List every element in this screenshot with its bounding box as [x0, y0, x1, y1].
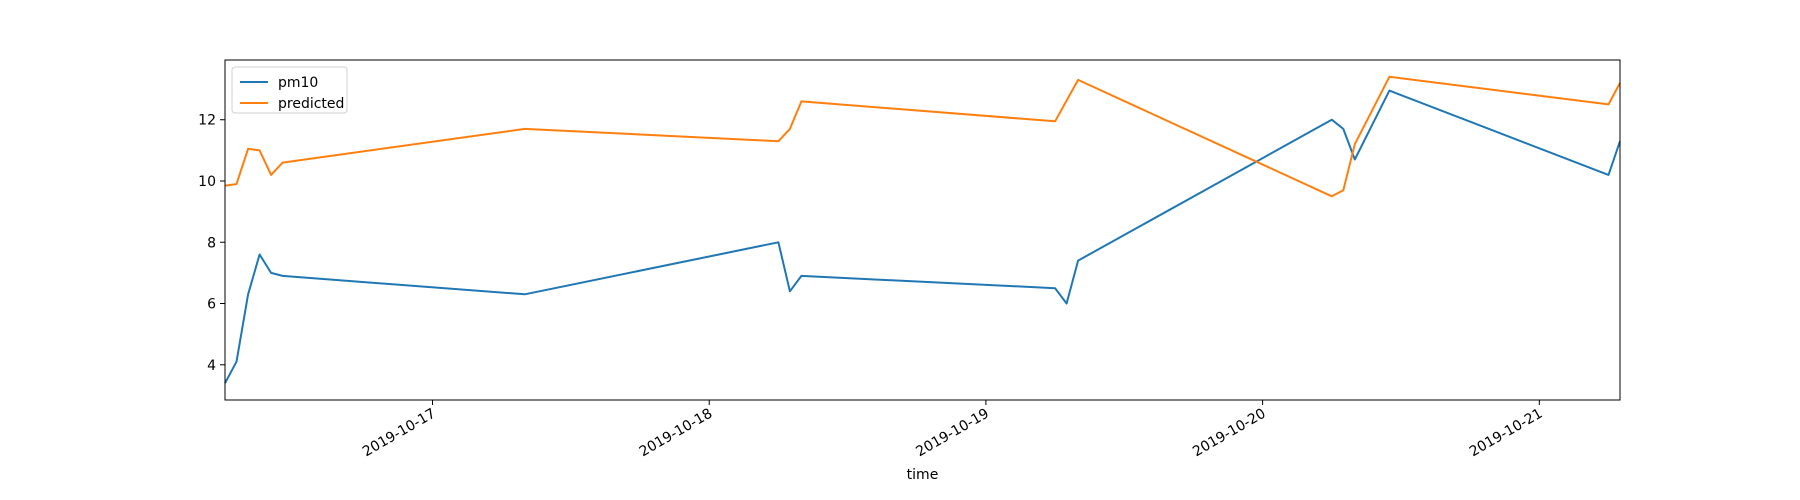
legend: pm10 predicted [231, 66, 348, 114]
plot-area-frame [224, 59, 1621, 401]
series-layer [224, 75, 1621, 384]
y-tick-label: 8 [207, 235, 216, 251]
legend-label-pm10: pm10 [278, 75, 318, 91]
y-tick-label: 10 [198, 174, 216, 190]
x-axis-label: time [907, 467, 939, 483]
series-line-predicted [224, 75, 1621, 198]
legend-box [231, 66, 348, 114]
y-tick-label: 4 [207, 358, 216, 374]
y-tick-label: 6 [207, 297, 216, 313]
legend-label-predicted: predicted [278, 96, 344, 112]
y-tick-label: 12 [198, 113, 216, 129]
y-axis: 4 6 8 10 12 [198, 113, 225, 374]
